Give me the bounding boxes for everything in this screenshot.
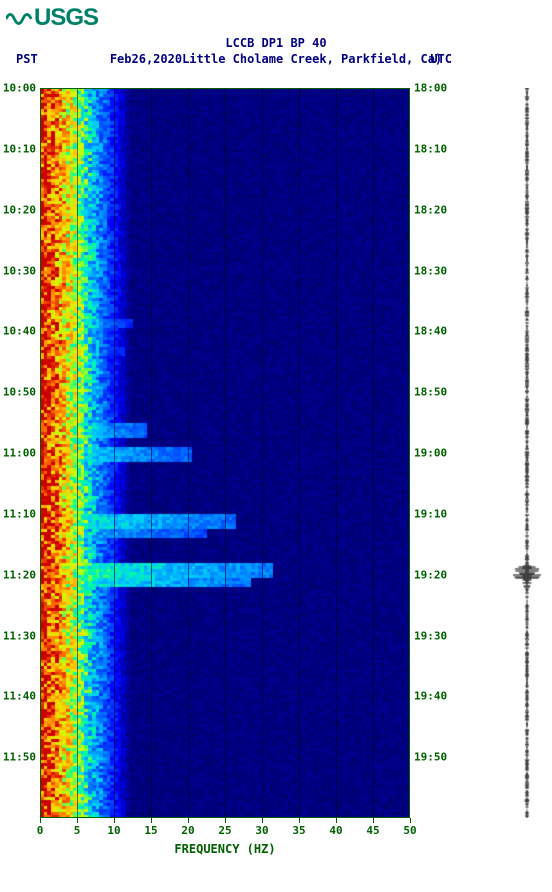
y-tick-left: 11:10 xyxy=(3,507,36,520)
x-tickmark xyxy=(373,818,374,823)
x-tick: 45 xyxy=(366,824,379,837)
x-tick: 0 xyxy=(37,824,44,837)
x-axis-label: FREQUENCY (HZ) xyxy=(40,842,410,856)
logo-text: USGS xyxy=(34,4,98,31)
y-tick-left: 10:20 xyxy=(3,203,36,216)
usgs-wave-icon xyxy=(6,8,34,30)
waveform-panel xyxy=(512,88,542,818)
station-title: LCCB DP1 BP 40 xyxy=(0,36,552,50)
x-tickmark xyxy=(336,818,337,823)
y-tick-right: 18:10 xyxy=(414,142,447,155)
x-tickmark xyxy=(262,818,263,823)
x-tick: 25 xyxy=(218,824,231,837)
x-tick: 50 xyxy=(403,824,416,837)
x-tickmark xyxy=(225,818,226,823)
y-tick-left: 10:10 xyxy=(3,142,36,155)
y-tick-right: 19:30 xyxy=(414,629,447,642)
y-tick-right: 18:30 xyxy=(414,264,447,277)
y-tick-right: 18:00 xyxy=(414,82,447,95)
y-tick-left: 11:40 xyxy=(3,690,36,703)
y-tick-left: 11:50 xyxy=(3,751,36,764)
y-tick-right: 18:50 xyxy=(414,386,447,399)
x-tick: 10 xyxy=(107,824,120,837)
y-tick-left: 10:40 xyxy=(3,325,36,338)
x-tickmark xyxy=(114,818,115,823)
x-tickmark xyxy=(40,818,41,823)
right-tz-label: UTC xyxy=(430,52,452,66)
y-tick-right: 19:40 xyxy=(414,690,447,703)
x-tickmark xyxy=(151,818,152,823)
y-tick-right: 19:50 xyxy=(414,751,447,764)
y-tick-right: 18:40 xyxy=(414,325,447,338)
y-tick-left: 11:20 xyxy=(3,568,36,581)
spectrogram-panel: 10:0010:1010:2010:3010:4010:5011:0011:10… xyxy=(40,88,410,818)
date-location: Feb26,2020Little Cholame Creek, Parkfiel… xyxy=(0,52,552,66)
y-tick-left: 10:30 xyxy=(3,264,36,277)
x-tick: 35 xyxy=(292,824,305,837)
spectrogram-canvas xyxy=(40,88,410,818)
y-tick-left: 10:50 xyxy=(3,386,36,399)
x-tickmark xyxy=(77,818,78,823)
y-tick-left: 10:00 xyxy=(3,82,36,95)
y-tick-right: 19:10 xyxy=(414,507,447,520)
x-tickmark xyxy=(188,818,189,823)
y-tick-right: 18:20 xyxy=(414,203,447,216)
x-tick: 20 xyxy=(181,824,194,837)
y-tick-right: 19:20 xyxy=(414,568,447,581)
x-tick: 30 xyxy=(255,824,268,837)
usgs-logo: USGS xyxy=(6,4,98,32)
x-tick: 15 xyxy=(144,824,157,837)
x-tick: 40 xyxy=(329,824,342,837)
y-tick-left: 11:30 xyxy=(3,629,36,642)
waveform-canvas xyxy=(512,88,542,818)
x-tickmark xyxy=(410,818,411,823)
x-tickmark xyxy=(299,818,300,823)
x-tick: 5 xyxy=(74,824,81,837)
y-tick-left: 11:00 xyxy=(3,447,36,460)
y-tick-right: 19:00 xyxy=(414,447,447,460)
